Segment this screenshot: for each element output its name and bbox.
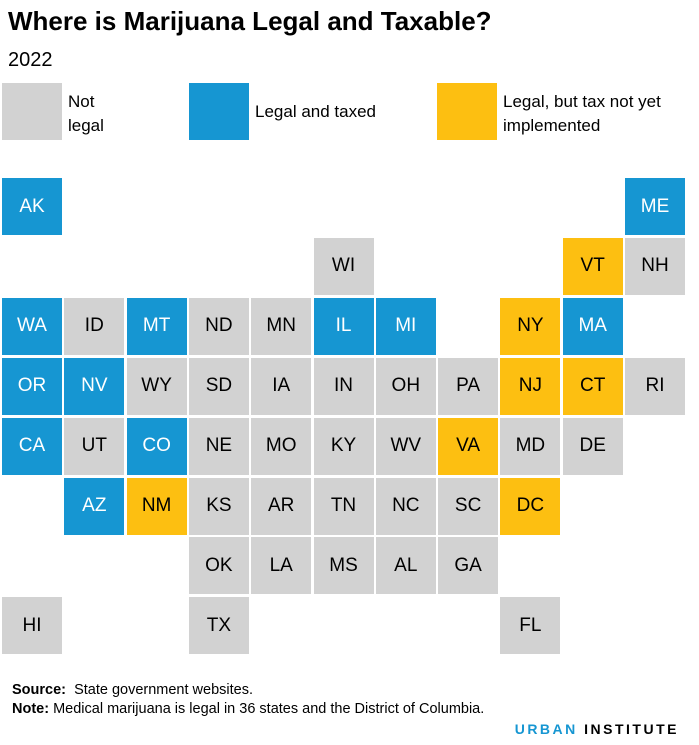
legend-swatch bbox=[437, 83, 497, 140]
state-tile-mn: MN bbox=[251, 297, 312, 355]
state-tile-wi: WI bbox=[313, 237, 374, 295]
state-tile-id: ID bbox=[64, 297, 125, 355]
state-tile-me: ME bbox=[625, 178, 685, 235]
state-tile-de: DE bbox=[562, 417, 623, 475]
state-tile-ok: OK bbox=[188, 537, 249, 595]
state-tile-ri: RI bbox=[625, 357, 685, 415]
state-tile-ut: UT bbox=[64, 417, 125, 475]
legend-swatch bbox=[2, 83, 62, 140]
state-tile-ar: AR bbox=[251, 477, 312, 535]
state-tile-ne: NE bbox=[188, 417, 249, 475]
state-tile-md: MD bbox=[500, 417, 561, 475]
state-tile-mo: MO bbox=[251, 417, 312, 475]
state-tile-wa: WA bbox=[2, 297, 62, 355]
state-tile-mi: MI bbox=[375, 297, 436, 355]
state-tile-ny: NY bbox=[500, 297, 561, 355]
state-tile-al: AL bbox=[375, 537, 436, 595]
state-tile-ky: KY bbox=[313, 417, 374, 475]
state-tile-pa: PA bbox=[438, 357, 499, 415]
state-tile-wy: WY bbox=[126, 357, 187, 415]
state-tile-dc: DC bbox=[500, 477, 561, 535]
state-tile-tn: TN bbox=[313, 477, 374, 535]
legend-label: Not legal bbox=[68, 92, 104, 135]
legend-not-legal: Not legal bbox=[2, 83, 118, 140]
state-tile-sc: SC bbox=[438, 477, 499, 535]
state-tile-wv: WV bbox=[375, 417, 436, 475]
source-text: State government websites. bbox=[74, 682, 253, 698]
state-tile-ak: AK bbox=[2, 178, 62, 235]
state-tile-ia: IA bbox=[251, 357, 312, 415]
chart-title: Where is Marijuana Legal and Taxable? bbox=[8, 6, 492, 36]
urban-institute-logo: URBAN INSTITUTE bbox=[515, 721, 679, 737]
state-tile-co: CO bbox=[126, 417, 187, 475]
state-tile-il: IL bbox=[313, 297, 374, 355]
state-tile-ca: CA bbox=[2, 417, 62, 475]
state-tile-ct: CT bbox=[562, 357, 623, 415]
source-label: Source: bbox=[12, 682, 66, 698]
state-tile-ga: GA bbox=[438, 537, 499, 595]
note-label: Note: bbox=[12, 701, 50, 717]
state-tile-in: IN bbox=[313, 357, 374, 415]
chart-subtitle: 2022 bbox=[8, 49, 53, 71]
state-tile-oh: OH bbox=[375, 357, 436, 415]
state-tile-ms: MS bbox=[313, 537, 374, 595]
legend-legal-taxed: Legal and taxed bbox=[189, 83, 376, 140]
legend-swatch bbox=[189, 83, 249, 140]
state-tile-nj: NJ bbox=[500, 357, 561, 415]
state-tile-va: VA bbox=[438, 417, 499, 475]
state-tile-tx: TX bbox=[188, 597, 249, 655]
state-tile-fl: FL bbox=[500, 597, 561, 655]
legend-label: Legal and taxed bbox=[255, 102, 376, 121]
state-tile-nm: NM bbox=[126, 477, 187, 535]
legend-label: Legal, but tax not yet implemented bbox=[503, 92, 661, 135]
state-tile-az: AZ bbox=[64, 477, 125, 535]
state-tile-or: OR bbox=[2, 357, 62, 415]
note-line: Note: Medical marijuana is legal in 36 s… bbox=[12, 700, 492, 719]
state-tile-la: LA bbox=[251, 537, 312, 595]
logo-institute: INSTITUTE bbox=[584, 721, 679, 737]
source-line: Source: State government websites. bbox=[12, 681, 253, 700]
state-tile-mt: MT bbox=[126, 297, 187, 355]
legend-legal-not-taxed: Legal, but tax not yet implemented bbox=[437, 83, 693, 140]
state-tile-sd: SD bbox=[188, 357, 249, 415]
state-tile-nc: NC bbox=[375, 477, 436, 535]
state-tile-nv: NV bbox=[64, 357, 125, 415]
state-tile-vt: VT bbox=[562, 237, 623, 295]
state-tile-nd: ND bbox=[188, 297, 249, 355]
logo-urban: URBAN bbox=[514, 721, 578, 737]
state-tile-hi: HI bbox=[2, 597, 62, 655]
note-text: Medical marijuana is legal in 36 states … bbox=[53, 701, 485, 717]
state-tile-nh: NH bbox=[625, 237, 685, 295]
state-tile-ma: MA bbox=[562, 297, 623, 355]
state-tile-ks: KS bbox=[188, 477, 249, 535]
